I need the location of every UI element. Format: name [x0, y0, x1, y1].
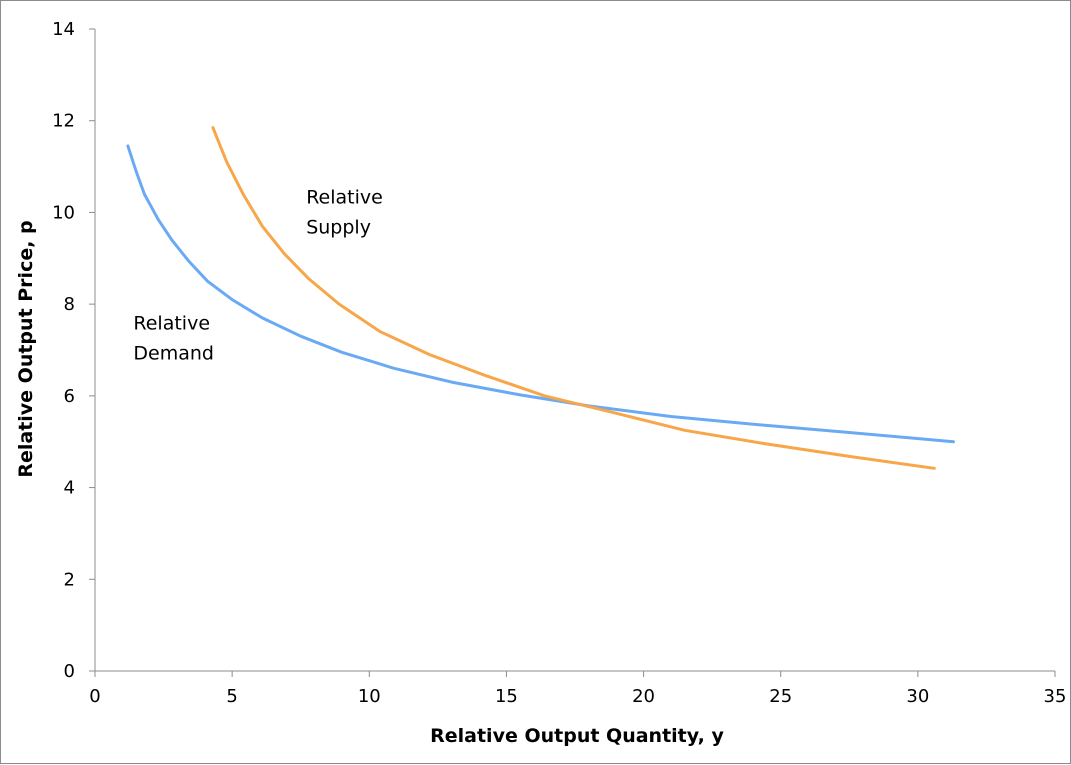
x-tick-label: 10	[358, 686, 381, 707]
relative-demand-line	[126, 144, 955, 444]
x-tick-label: 5	[226, 686, 237, 707]
axes-layer: 0 2 4 6 8 10 12 14 0 5 10 15 20 25 30 35	[52, 19, 1066, 707]
y-tick-label: 8	[64, 294, 75, 315]
y-tick-label: 12	[52, 111, 75, 132]
y-tick-label: 4	[64, 478, 75, 499]
x-tick-label: 35	[1044, 686, 1067, 707]
curve-annotation-line: Demand	[133, 342, 214, 364]
y-tick-label: 10	[52, 202, 75, 223]
y-tick-label: 2	[64, 569, 75, 590]
relative-supply-line	[211, 126, 936, 470]
y-tick-label: 0	[64, 661, 75, 682]
x-tick-label: 20	[632, 686, 655, 707]
x-axis-title: Relative Output Quantity, y	[430, 725, 724, 747]
x-tick-label: 15	[495, 686, 518, 707]
series-layer	[126, 126, 955, 470]
curve-annotation-line: Relative	[133, 312, 210, 334]
curve-annotation-line: Relative	[306, 186, 383, 208]
curve-annotation-line: Supply	[306, 216, 371, 238]
x-tick-label: 25	[769, 686, 792, 707]
x-tick-label: 0	[89, 686, 100, 707]
label-layer: Relative Output Quantity, y Relative Out…	[15, 186, 724, 747]
curve-annotation: Relative Supply	[306, 186, 383, 238]
y-tick-label: 14	[52, 19, 75, 40]
x-tick-label: 30	[906, 686, 929, 707]
curve-annotation: Relative Demand	[133, 312, 214, 364]
y-axis-title: Relative Output Price, p	[15, 220, 37, 477]
y-tick-label: 6	[64, 386, 75, 407]
